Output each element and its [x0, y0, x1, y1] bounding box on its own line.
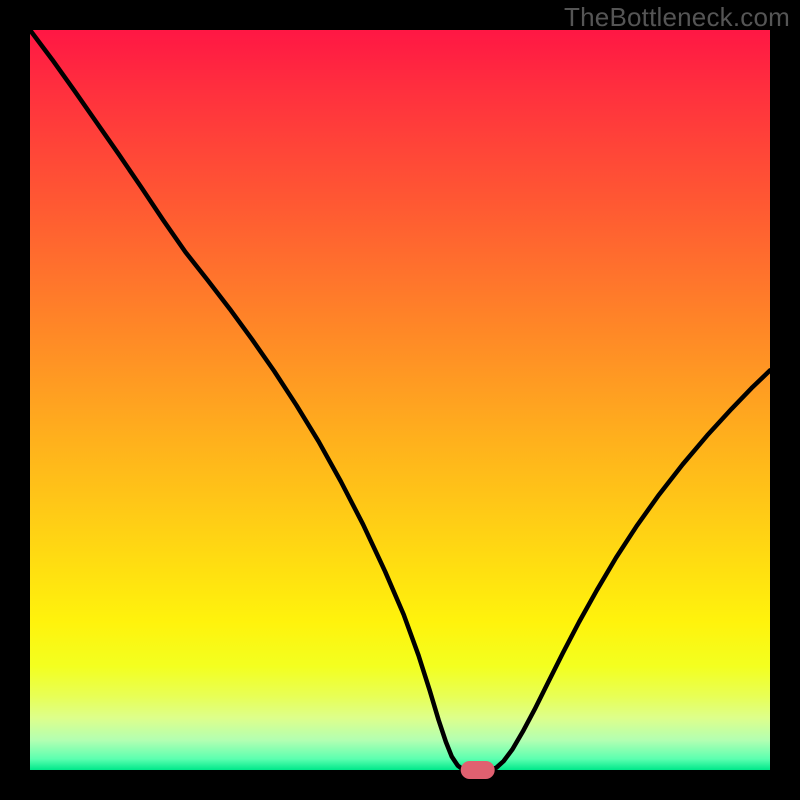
heat-gradient-background — [30, 30, 770, 770]
optimal-point-marker — [461, 761, 495, 779]
bottleneck-chart — [0, 0, 800, 800]
